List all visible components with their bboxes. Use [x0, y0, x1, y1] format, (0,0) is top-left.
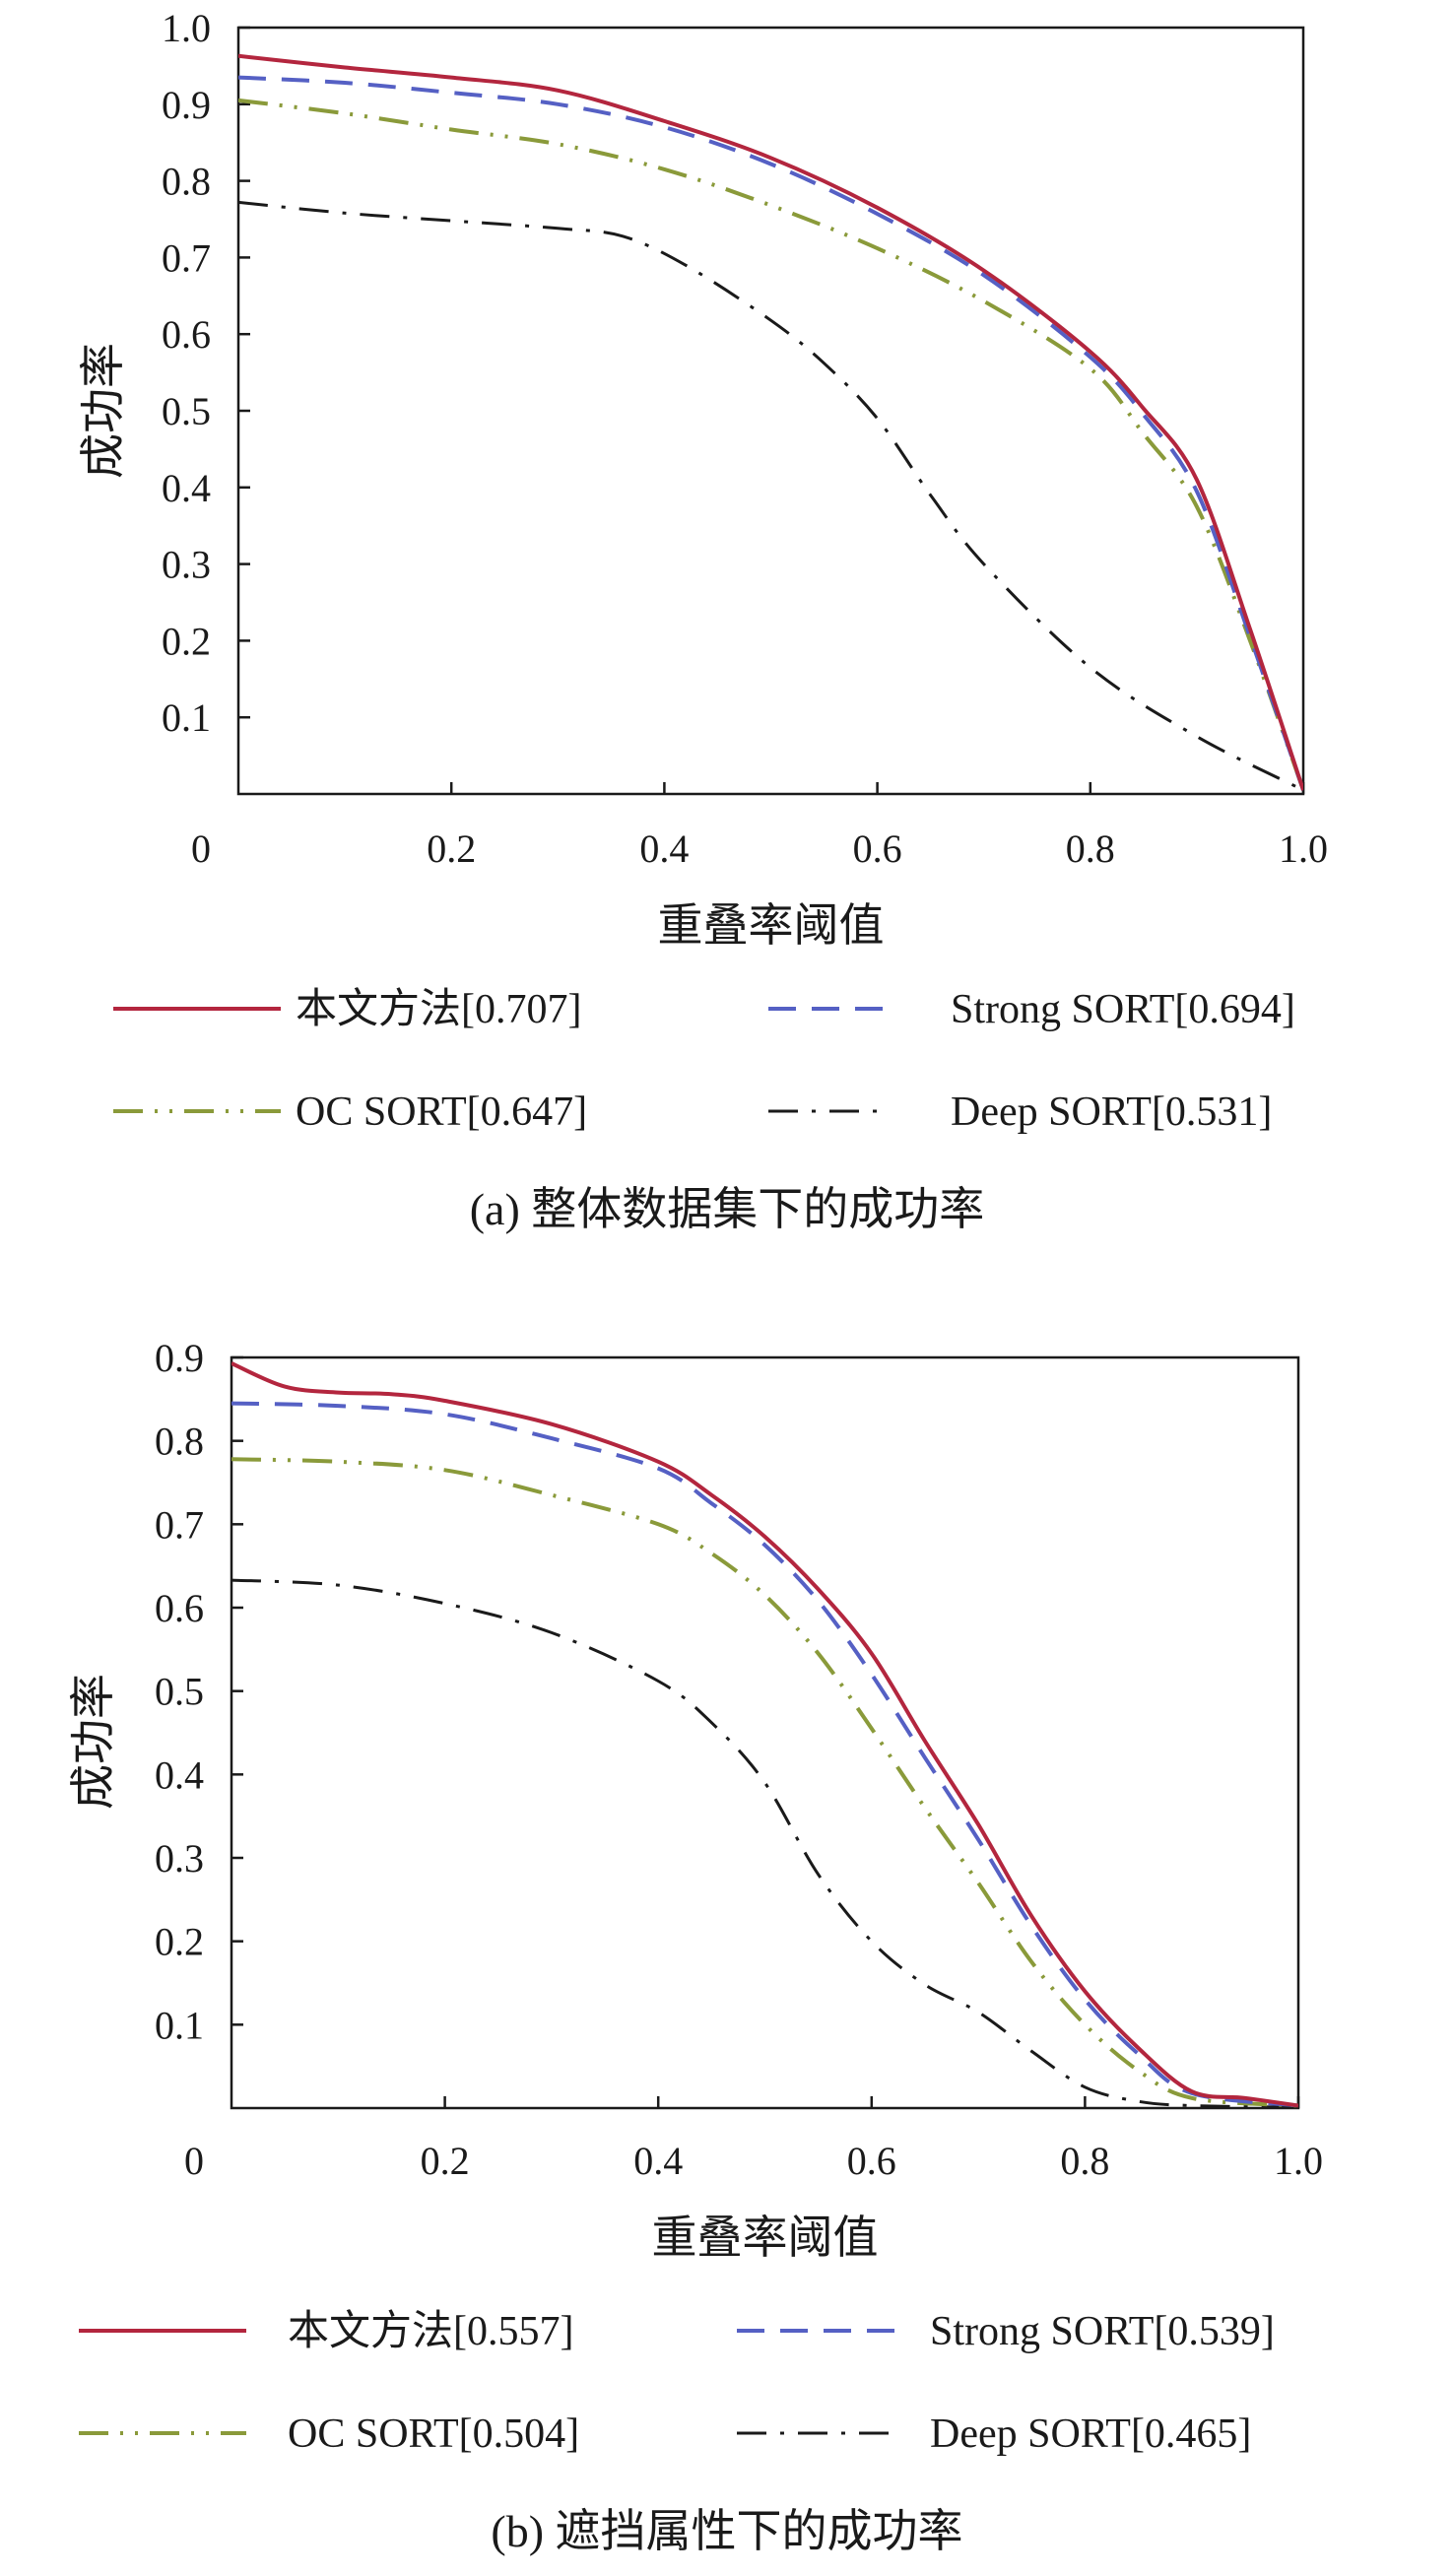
legend: 本文方法[0.707] Strong SORT[0.694] OC SORT[0.6…	[113, 986, 1295, 1135]
x-tick-label: 1.0	[1274, 2139, 1323, 2183]
x-tick-label: 0.2	[427, 826, 476, 871]
series-line-oc-sort	[231, 1457, 1298, 2108]
x-tick-label: 1.0	[1279, 826, 1328, 871]
x-tick-label: 0.2	[421, 2139, 470, 2183]
chart-panel-b: 0.1 0.2 0.3 0.4 0.5 0.6 0.7 0.8 0.9 0.2 0.4 0.6 0.8 1…	[66, 1336, 1323, 2556]
chart-panel-a: 0.1 0.2 0.3 0.4 0.5 0.6 0.7 0.8 0.9 1.0 0.2 0.4 0.6 0…	[76, 6, 1328, 1234]
figure-caption: (b) 遮挡属性下的成功率	[491, 2506, 962, 2556]
x-tick-label: 0.4	[639, 826, 689, 871]
y-tick-label: 0.2	[155, 1920, 204, 1964]
y-tick-label: 0.5	[155, 1670, 204, 1714]
y-tick-label: 0.5	[162, 389, 211, 433]
x-tick-label: 0.6	[847, 2139, 896, 2183]
y-tick-label: 0.1	[155, 2003, 204, 2047]
y-tick-label: 0.7	[155, 1502, 204, 1547]
y-tick-label: 0.6	[155, 1586, 204, 1630]
x-axis-label: 重叠率阈值	[658, 898, 885, 952]
x-origin-label: 0	[191, 826, 211, 871]
legend-entry: OC SORT[0.504]	[288, 2411, 579, 2457]
series-line-deep-sort	[231, 1578, 1298, 2108]
y-tick-label: 0.4	[162, 466, 211, 510]
y-axis-label: 成功率	[66, 1674, 119, 1810]
y-tick-label: 0.8	[155, 1420, 204, 1464]
figure-caption: (a) 整体数据集下的成功率	[470, 1184, 985, 1234]
y-tick-label: 0.3	[155, 1836, 204, 1881]
y-tick-label: 1.0	[162, 6, 211, 50]
y-tick-label: 0.8	[162, 160, 211, 204]
x-tick-label: 0.8	[1060, 2139, 1109, 2183]
series-line-deep-sort	[238, 200, 1303, 792]
x-tick-label: 0.4	[633, 2139, 683, 2183]
x-tick-label: 0.8	[1066, 826, 1115, 871]
legend-entry: Deep SORT[0.465]	[930, 2411, 1251, 2457]
y-tick-label: 0.2	[162, 619, 211, 663]
x-axis-label: 重叠率阈值	[652, 2211, 879, 2264]
legend-entry: 本文方法[0.557]	[288, 2308, 573, 2354]
legend-entry: Strong SORT[0.539]	[930, 2309, 1275, 2354]
x-origin-label: 0	[184, 2139, 204, 2183]
y-tick-label: 0.1	[162, 695, 211, 740]
legend-entry: OC SORT[0.647]	[296, 1090, 587, 1135]
series-line-ours	[238, 53, 1303, 791]
legend-entry: Deep SORT[0.531]	[951, 1090, 1272, 1135]
series-line-strong-sort	[231, 1401, 1298, 2108]
y-axis-label: 成功率	[76, 343, 129, 479]
y-tick-label: 0.9	[162, 83, 211, 127]
legend-entry: Strong SORT[0.694]	[951, 987, 1295, 1032]
legend: 本文方法[0.557] Strong SORT[0.539] OC SORT[0.5…	[79, 2308, 1275, 2457]
y-tick-label: 0.6	[162, 312, 211, 357]
series-line-ours	[231, 1361, 1298, 2108]
y-tick-label: 0.3	[162, 543, 211, 587]
y-tick-label: 0.9	[155, 1336, 204, 1380]
series-line-oc-sort	[238, 98, 1303, 791]
legend-entry: 本文方法[0.707]	[296, 986, 581, 1032]
y-tick-label: 0.4	[155, 1752, 204, 1797]
plot-frame	[230, 1355, 1300, 2110]
y-tick-label: 0.7	[162, 235, 211, 280]
series-line-strong-sort	[238, 75, 1303, 791]
x-tick-label: 0.6	[853, 826, 902, 871]
